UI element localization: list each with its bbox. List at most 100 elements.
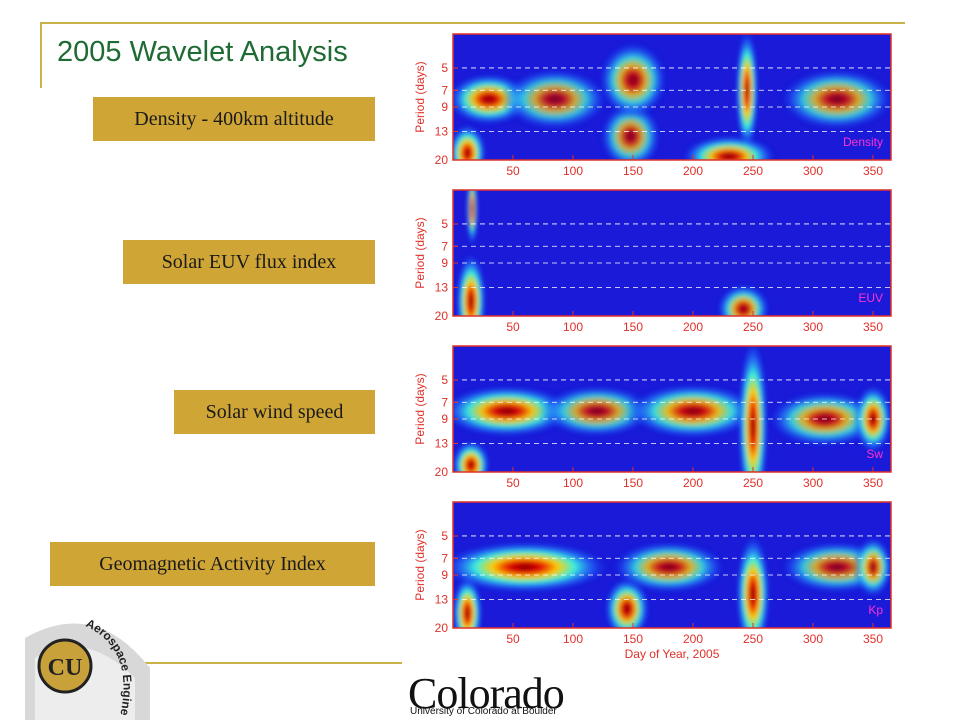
label-euv: Solar EUV flux index — [123, 240, 375, 284]
x-tick-label: 200 — [683, 320, 703, 334]
cu-emblem: CU Aerospace Engineering — [25, 608, 150, 720]
x-tick-label: 200 — [683, 632, 703, 646]
y-tick-label: 7 — [441, 551, 448, 565]
power-feature — [453, 385, 575, 438]
x-tick-label: 350 — [863, 476, 883, 490]
emblem-letters: CU — [48, 655, 83, 681]
plot-panel-3: 5 7 9 13 20 50 100 150 200 250 300 350 Period (days)… — [413, 501, 892, 661]
panel-label: Kp — [868, 603, 883, 617]
x-tick-label: 300 — [803, 320, 823, 334]
power-feature — [853, 536, 891, 598]
power-feature — [455, 251, 487, 316]
y-axis-label: Period (days) — [413, 529, 427, 600]
plot-border — [452, 189, 892, 317]
power-feature — [681, 135, 777, 160]
y-tick-label: 5 — [441, 373, 448, 387]
power-feature — [779, 68, 891, 130]
frame-line-bottom — [140, 662, 402, 664]
slide-title: 2005 Wavelet Analysis — [57, 36, 348, 68]
x-tick-label: 150 — [623, 164, 643, 178]
panel-label: Density — [843, 135, 883, 149]
power-feature — [453, 123, 487, 160]
power-feature — [716, 283, 771, 316]
label-density: Density - 400km altitude — [93, 97, 375, 141]
x-tick-label: 250 — [743, 476, 763, 490]
x-tick-label: 350 — [863, 632, 883, 646]
y-tick-label: 9 — [441, 412, 448, 426]
x-tick-label: 300 — [803, 164, 823, 178]
x-tick-label: 300 — [803, 632, 823, 646]
x-tick-label: 250 — [743, 320, 763, 334]
x-tick-label: 150 — [623, 632, 643, 646]
panel-label: EUV — [858, 291, 883, 305]
plot-border — [452, 345, 892, 473]
x-tick-label: 50 — [506, 632, 520, 646]
y-tick-label: 20 — [435, 465, 449, 479]
x-tick-label: 50 — [506, 320, 520, 334]
plot-border — [452, 501, 892, 629]
plot-panel-2: 5 7 9 13 20 50 100 150 200 250 300 350 Period (days)… — [413, 345, 892, 490]
wavelet-plots: 5 7 9 13 20 50 100 150 200 250 300 350 Period (days)… — [413, 33, 892, 661]
y-axis-label: Period (days) — [413, 373, 427, 444]
plot-panel-0: 5 7 9 13 20 50 100 150 200 250 300 350 Period (days)… — [413, 33, 892, 178]
power-feature — [737, 346, 769, 472]
power-feature — [501, 68, 609, 130]
x-axis-label: Day of Year, 2005 — [625, 647, 720, 661]
y-tick-label: 7 — [441, 83, 448, 97]
power-feature — [611, 541, 727, 594]
y-tick-label: 20 — [435, 309, 449, 323]
y-tick-label: 7 — [441, 239, 448, 253]
y-tick-label: 20 — [435, 153, 449, 167]
frame-line-top — [40, 22, 905, 24]
power-feature — [453, 541, 612, 594]
label-geomagnetic: Geomagnetic Activity Index — [50, 542, 375, 586]
x-tick-label: 100 — [563, 164, 583, 178]
power-feature — [539, 385, 655, 438]
y-tick-label: 20 — [435, 621, 449, 635]
power-feature — [735, 533, 771, 628]
y-tick-label: 5 — [441, 61, 448, 75]
x-tick-label: 250 — [743, 632, 763, 646]
x-tick-label: 150 — [623, 476, 643, 490]
x-tick-label: 50 — [506, 476, 520, 490]
x-tick-label: 100 — [563, 632, 583, 646]
frame-line-left — [40, 22, 42, 88]
x-tick-label: 350 — [863, 320, 883, 334]
plot-panel-1: 5 7 9 13 20 50 100 150 200 250 300 350 Period (days)… — [413, 189, 892, 334]
power-feature — [599, 102, 662, 160]
y-axis-label: Period (days) — [413, 61, 427, 132]
x-tick-label: 200 — [683, 164, 703, 178]
power-feature — [466, 190, 478, 248]
x-tick-label: 100 — [563, 320, 583, 334]
colorado-logo-subtext: University of Colorado at Boulder — [410, 706, 557, 717]
plot-border — [452, 33, 892, 161]
x-tick-label: 100 — [563, 476, 583, 490]
y-tick-label: 13 — [435, 592, 449, 606]
y-tick-label: 13 — [435, 124, 449, 138]
x-tick-label: 250 — [743, 164, 763, 178]
power-feature — [853, 383, 891, 454]
y-tick-label: 13 — [435, 436, 449, 450]
y-tick-label: 9 — [441, 256, 448, 270]
y-tick-label: 9 — [441, 100, 448, 114]
power-feature — [603, 576, 651, 628]
power-feature — [453, 439, 491, 472]
label-solar-wind: Solar wind speed — [174, 390, 375, 434]
y-tick-label: 9 — [441, 568, 448, 582]
x-tick-label: 150 — [623, 320, 643, 334]
x-tick-label: 50 — [506, 164, 520, 178]
y-tick-label: 13 — [435, 280, 449, 294]
power-feature — [598, 41, 668, 119]
x-tick-label: 300 — [803, 476, 823, 490]
y-tick-label: 5 — [441, 217, 448, 231]
emblem-badge — [37, 638, 93, 694]
y-tick-label: 5 — [441, 529, 448, 543]
plot-background — [453, 190, 891, 316]
power-feature — [735, 34, 759, 154]
x-tick-label: 350 — [863, 164, 883, 178]
power-feature — [625, 383, 761, 439]
x-tick-label: 200 — [683, 476, 703, 490]
y-tick-label: 7 — [441, 395, 448, 409]
colorado-logo: Colorado — [408, 669, 565, 718]
y-axis-label: Period (days) — [413, 217, 427, 288]
